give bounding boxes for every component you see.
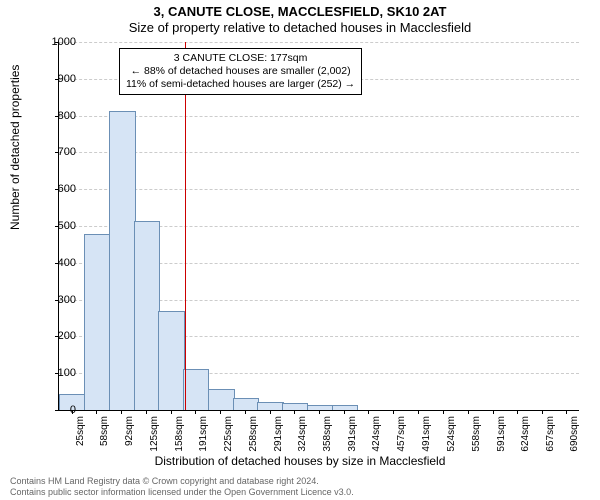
ytick-label: 0 xyxy=(40,404,76,416)
ytick-label: 400 xyxy=(40,257,76,269)
gridline xyxy=(59,152,579,153)
xtick-mark xyxy=(319,410,320,414)
xtick-label: 258sqm xyxy=(248,416,259,452)
xtick-label: 391sqm xyxy=(347,416,358,452)
ytick-label: 1000 xyxy=(40,36,76,48)
xtick-label: 591sqm xyxy=(496,416,507,452)
xtick-label: 225sqm xyxy=(223,416,234,452)
histogram-bar xyxy=(257,402,284,410)
xtick-label: 324sqm xyxy=(297,416,308,452)
xtick-mark xyxy=(566,410,567,414)
xtick-mark xyxy=(245,410,246,414)
xtick-mark xyxy=(443,410,444,414)
xtick-mark xyxy=(418,410,419,414)
xtick-label: 424sqm xyxy=(371,416,382,452)
ytick-label: 700 xyxy=(40,146,76,158)
chart-subtitle: Size of property relative to detached ho… xyxy=(0,20,600,35)
histogram-bar xyxy=(84,234,111,410)
y-axis-label: Number of detached properties xyxy=(8,65,22,230)
xtick-label: 491sqm xyxy=(421,416,432,452)
ytick-label: 800 xyxy=(40,110,76,122)
xtick-label: 558sqm xyxy=(471,416,482,452)
xtick-label: 457sqm xyxy=(396,416,407,452)
xtick-label: 25sqm xyxy=(75,416,86,452)
histogram-bar xyxy=(332,405,359,410)
histogram-bar xyxy=(233,398,260,410)
gridline xyxy=(59,189,579,190)
chart-title-address: 3, CANUTE CLOSE, MACCLESFIELD, SK10 2AT xyxy=(0,4,600,19)
xtick-mark xyxy=(171,410,172,414)
xtick-mark xyxy=(96,410,97,414)
xtick-label: 158sqm xyxy=(174,416,185,452)
xtick-label: 358sqm xyxy=(322,416,333,452)
ytick-label: 100 xyxy=(40,367,76,379)
histogram-bar xyxy=(183,369,210,410)
xtick-label: 657sqm xyxy=(545,416,556,452)
annotation-line: ← 88% of detached houses are smaller (2,… xyxy=(126,65,355,78)
footer-line: Contains HM Land Registry data © Crown c… xyxy=(10,476,354,487)
histogram-bar xyxy=(109,111,136,410)
ytick-label: 900 xyxy=(40,73,76,85)
annotation-line: 11% of semi-detached houses are larger (… xyxy=(126,78,355,91)
xtick-mark xyxy=(270,410,271,414)
xtick-label: 58sqm xyxy=(99,416,110,452)
x-axis-label: Distribution of detached houses by size … xyxy=(0,454,600,468)
histogram-bar xyxy=(134,221,161,410)
histogram-bar xyxy=(158,311,185,410)
xtick-mark xyxy=(368,410,369,414)
xtick-mark xyxy=(493,410,494,414)
ytick-label: 500 xyxy=(40,220,76,232)
xtick-label: 524sqm xyxy=(446,416,457,452)
xtick-label: 624sqm xyxy=(520,416,531,452)
annotation-line: 3 CANUTE CLOSE: 177sqm xyxy=(126,52,355,65)
footer-line: Contains public sector information licen… xyxy=(10,487,354,498)
xtick-mark xyxy=(344,410,345,414)
xtick-mark xyxy=(294,410,295,414)
plot-area: 3 CANUTE CLOSE: 177sqm ← 88% of detached… xyxy=(58,42,579,411)
xtick-label: 690sqm xyxy=(569,416,580,452)
xtick-mark xyxy=(121,410,122,414)
footer-attribution: Contains HM Land Registry data © Crown c… xyxy=(10,476,354,498)
ytick-label: 300 xyxy=(40,294,76,306)
xtick-mark xyxy=(195,410,196,414)
histogram-bar xyxy=(307,405,334,410)
annotation-box: 3 CANUTE CLOSE: 177sqm ← 88% of detached… xyxy=(119,48,362,95)
xtick-mark xyxy=(393,410,394,414)
gridline xyxy=(59,42,579,43)
ytick-label: 200 xyxy=(40,330,76,342)
xtick-mark xyxy=(146,410,147,414)
ytick-label: 600 xyxy=(40,183,76,195)
chart-container: 3, CANUTE CLOSE, MACCLESFIELD, SK10 2AT … xyxy=(0,0,600,500)
gridline xyxy=(59,116,579,117)
xtick-label: 191sqm xyxy=(198,416,209,452)
xtick-label: 92sqm xyxy=(124,416,135,452)
reference-line xyxy=(185,42,186,410)
xtick-mark xyxy=(517,410,518,414)
xtick-mark xyxy=(542,410,543,414)
histogram-bar xyxy=(208,389,235,410)
xtick-mark xyxy=(220,410,221,414)
xtick-label: 125sqm xyxy=(149,416,160,452)
xtick-label: 291sqm xyxy=(273,416,284,452)
xtick-mark xyxy=(468,410,469,414)
